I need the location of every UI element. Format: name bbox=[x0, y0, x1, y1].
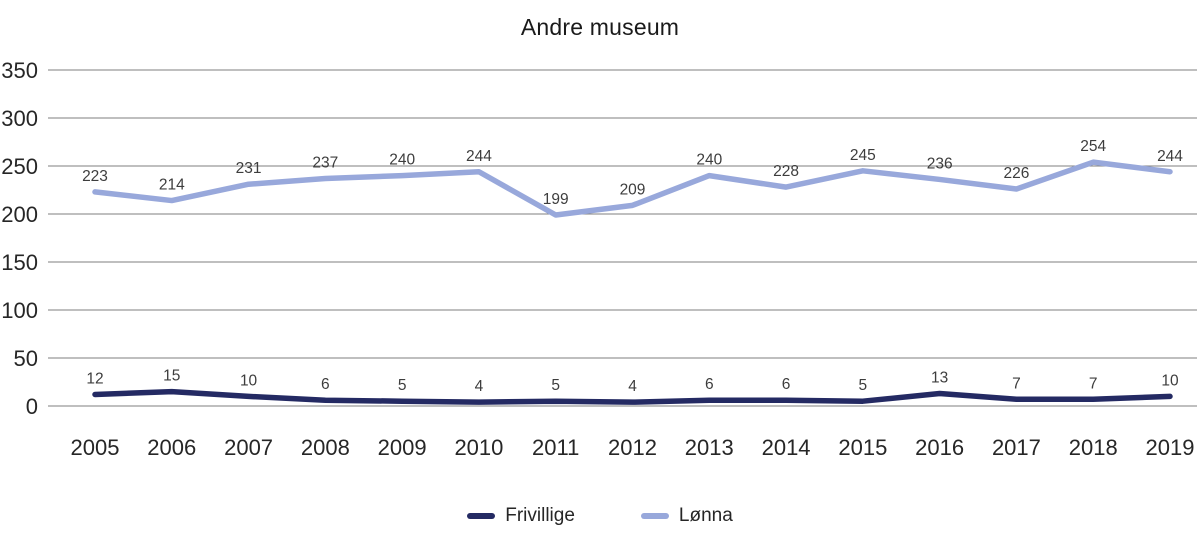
x-tick-label-2019: 2019 bbox=[1146, 435, 1195, 460]
data-label-frivillige-2016: 13 bbox=[931, 370, 948, 387]
data-label-lønna-2015: 245 bbox=[850, 147, 876, 164]
x-tick-label-2016: 2016 bbox=[915, 435, 964, 460]
data-label-frivillige-2009: 5 bbox=[398, 377, 407, 394]
data-label-frivillige-2015: 5 bbox=[859, 377, 868, 394]
data-label-lønna-2008: 237 bbox=[312, 154, 338, 171]
x-tick-label-2009: 2009 bbox=[378, 435, 427, 460]
data-label-frivillige-2018: 7 bbox=[1089, 375, 1098, 392]
data-label-lønna-2014: 228 bbox=[773, 163, 799, 180]
y-tick-label-0: 0 bbox=[26, 394, 38, 419]
frivillige-line-swatch bbox=[467, 513, 496, 519]
y-tick-label-350: 350 bbox=[1, 58, 38, 83]
data-label-lønna-2011: 199 bbox=[543, 191, 569, 208]
y-tick-label-250: 250 bbox=[1, 154, 38, 179]
data-label-frivillige-2014: 6 bbox=[782, 376, 791, 393]
legend-item-lonna: Lønna bbox=[640, 505, 733, 527]
y-tick-label-50: 50 bbox=[14, 346, 38, 371]
data-label-lønna-2019: 244 bbox=[1157, 148, 1183, 165]
legend-label-frivillige: Frivillige bbox=[505, 505, 575, 526]
x-tick-label-2010: 2010 bbox=[454, 435, 503, 460]
x-tick-label-2008: 2008 bbox=[301, 435, 350, 460]
data-label-frivillige-2012: 4 bbox=[628, 378, 637, 395]
x-tick-label-2007: 2007 bbox=[224, 435, 273, 460]
y-tick-label-200: 200 bbox=[1, 202, 38, 227]
series-line-frivillige bbox=[92, 388, 1173, 405]
data-label-frivillige-2007: 10 bbox=[240, 372, 258, 389]
x-tick-label-2017: 2017 bbox=[992, 435, 1041, 460]
data-label-lønna-2007: 231 bbox=[236, 160, 262, 177]
x-tick-label-2012: 2012 bbox=[608, 435, 657, 460]
x-tick-label-2018: 2018 bbox=[1069, 435, 1118, 460]
data-label-frivillige-2011: 5 bbox=[551, 377, 560, 394]
legend-label-lonna: Lønna bbox=[678, 505, 733, 526]
data-label-lønna-2018: 254 bbox=[1080, 138, 1106, 155]
series-line-lønna bbox=[92, 159, 1173, 218]
data-label-frivillige-2013: 6 bbox=[705, 376, 714, 393]
x-tick-label-2014: 2014 bbox=[762, 435, 811, 460]
data-label-lønna-2013: 240 bbox=[696, 152, 722, 169]
lonna-line-swatch bbox=[640, 513, 669, 519]
x-tick-label-2005: 2005 bbox=[71, 435, 120, 460]
x-tick-label-2011: 2011 bbox=[532, 435, 579, 460]
data-label-frivillige-2010: 4 bbox=[475, 378, 484, 395]
data-label-frivillige-2017: 7 bbox=[1012, 375, 1021, 392]
y-tick-label-150: 150 bbox=[1, 250, 38, 275]
y-tick-label-300: 300 bbox=[1, 106, 38, 131]
y-tick-label-100: 100 bbox=[1, 298, 38, 323]
data-label-lønna-2010: 244 bbox=[466, 148, 492, 165]
data-label-frivillige-2006: 15 bbox=[163, 368, 180, 385]
data-label-frivillige-2008: 6 bbox=[321, 376, 330, 393]
data-label-lønna-2016: 236 bbox=[927, 155, 953, 172]
legend-item-frivillige: Frivillige bbox=[467, 505, 575, 527]
data-label-lønna-2017: 226 bbox=[1003, 165, 1029, 182]
data-label-lønna-2006: 214 bbox=[159, 177, 185, 194]
data-label-frivillige-2005: 12 bbox=[86, 370, 103, 387]
data-label-frivillige-2019: 10 bbox=[1161, 372, 1179, 389]
x-tick-label-2013: 2013 bbox=[685, 435, 734, 460]
data-label-lønna-2005: 223 bbox=[82, 168, 108, 185]
data-label-lønna-2012: 209 bbox=[620, 181, 646, 198]
x-tick-label-2006: 2006 bbox=[147, 435, 196, 460]
chart-legend: Frivillige Lønna bbox=[0, 505, 1200, 527]
chart-title: Andre museum bbox=[520, 14, 680, 40]
data-label-lønna-2009: 240 bbox=[389, 152, 415, 169]
x-tick-label-2015: 2015 bbox=[838, 435, 887, 460]
